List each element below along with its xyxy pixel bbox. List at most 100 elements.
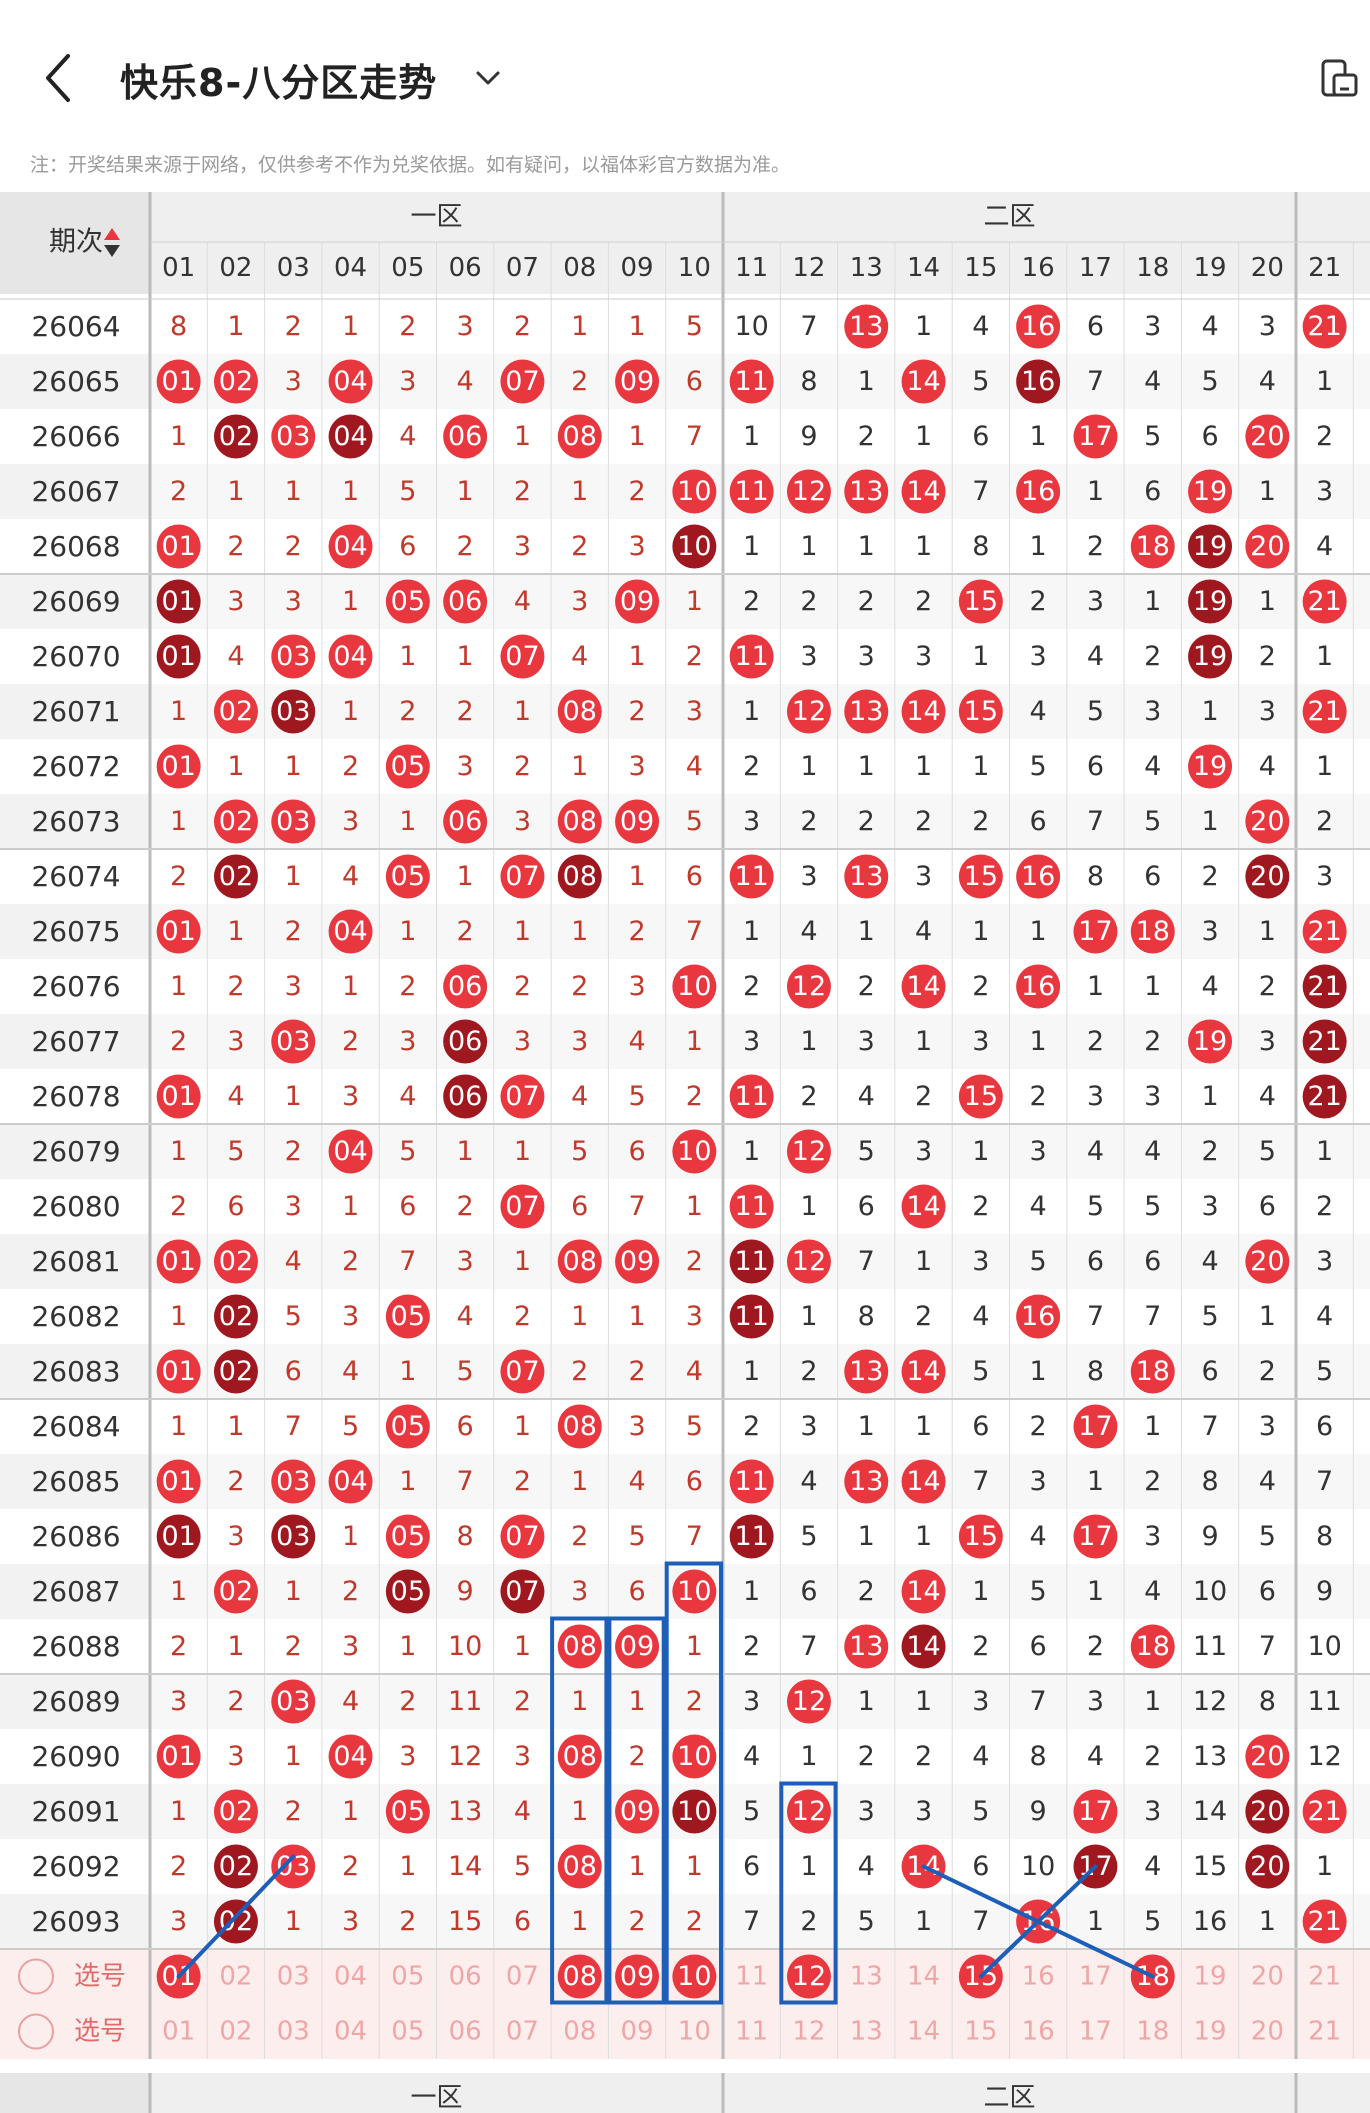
ball[interactable] <box>844 1349 889 1394</box>
ball[interactable] <box>385 1569 430 1614</box>
ball[interactable] <box>557 1404 602 1449</box>
ball[interactable] <box>213 1349 258 1394</box>
ball[interactable] <box>328 359 373 404</box>
ball[interactable] <box>500 1349 545 1394</box>
ball[interactable] <box>615 1789 660 1834</box>
ball[interactable] <box>213 1239 258 1284</box>
ball[interactable] <box>844 469 889 514</box>
ball[interactable] <box>1073 909 1118 954</box>
ball[interactable] <box>672 964 717 1009</box>
ball[interactable] <box>1245 799 1290 844</box>
ball[interactable] <box>958 689 1003 734</box>
device-switch-icon[interactable] <box>1318 58 1360 100</box>
ball[interactable] <box>443 414 488 459</box>
ball[interactable] <box>1130 1349 1175 1394</box>
ball[interactable] <box>385 1404 430 1449</box>
ball[interactable] <box>672 1569 717 1614</box>
ball[interactable] <box>156 1074 201 1119</box>
ball[interactable] <box>443 579 488 624</box>
ball[interactable] <box>1245 854 1290 899</box>
ball[interactable] <box>958 579 1003 624</box>
ball[interactable] <box>328 1459 373 1504</box>
ball[interactable] <box>213 414 258 459</box>
ball[interactable] <box>156 744 201 789</box>
sort-arrows-icon[interactable] <box>104 228 120 257</box>
ball[interactable] <box>328 1129 373 1174</box>
ball[interactable] <box>729 469 774 514</box>
ball[interactable] <box>1016 964 1061 1009</box>
ball[interactable] <box>271 1514 316 1559</box>
select-ball[interactable] <box>786 1954 831 1999</box>
ball[interactable] <box>1073 414 1118 459</box>
ball[interactable] <box>213 689 258 734</box>
ball[interactable] <box>156 1459 201 1504</box>
ball[interactable] <box>328 414 373 459</box>
ball[interactable] <box>901 1184 946 1229</box>
ball[interactable] <box>901 1459 946 1504</box>
ball[interactable] <box>1302 1899 1347 1944</box>
ball[interactable] <box>500 854 545 899</box>
ball[interactable] <box>271 634 316 679</box>
ball[interactable] <box>443 1019 488 1064</box>
ball[interactable] <box>500 1074 545 1119</box>
ball[interactable] <box>328 634 373 679</box>
ball[interactable] <box>786 1129 831 1174</box>
ball[interactable] <box>844 689 889 734</box>
ball[interactable] <box>156 1514 201 1559</box>
ball[interactable] <box>1130 1624 1175 1669</box>
ball[interactable] <box>443 964 488 1009</box>
ball[interactable] <box>271 1459 316 1504</box>
select-row[interactable]: 选号 01 02 03 04 05 06 07 08 09 10 11 12 13 14 15 16 17 18 19… <box>0 2004 1370 2059</box>
ball[interactable] <box>557 1239 602 1284</box>
ball[interactable] <box>1245 1239 1290 1284</box>
ball[interactable] <box>557 1844 602 1889</box>
ball[interactable] <box>500 1184 545 1229</box>
ball[interactable] <box>213 1294 258 1339</box>
ball[interactable] <box>844 854 889 899</box>
ball[interactable] <box>557 1734 602 1779</box>
ball[interactable] <box>557 414 602 459</box>
ball[interactable] <box>901 964 946 1009</box>
ball[interactable] <box>557 799 602 844</box>
ball[interactable] <box>385 854 430 899</box>
ball[interactable] <box>672 469 717 514</box>
ball[interactable] <box>615 1624 660 1669</box>
ball[interactable] <box>156 359 201 404</box>
ball[interactable] <box>729 1459 774 1504</box>
ball[interactable] <box>729 634 774 679</box>
ball[interactable] <box>615 359 660 404</box>
select-ball[interactable] <box>672 1954 717 1999</box>
ball[interactable] <box>729 1184 774 1229</box>
ball[interactable] <box>156 634 201 679</box>
ball[interactable] <box>1188 469 1233 514</box>
ball[interactable] <box>901 1349 946 1394</box>
ball[interactable] <box>672 524 717 569</box>
ball[interactable] <box>958 854 1003 899</box>
ball[interactable] <box>1302 579 1347 624</box>
ball[interactable] <box>1073 1514 1118 1559</box>
ball[interactable] <box>271 689 316 734</box>
ball[interactable] <box>958 1074 1003 1119</box>
ball[interactable] <box>213 854 258 899</box>
ball[interactable] <box>557 1624 602 1669</box>
ball[interactable] <box>1302 909 1347 954</box>
ball[interactable] <box>500 359 545 404</box>
ball[interactable] <box>786 1789 831 1834</box>
ball[interactable] <box>1302 1019 1347 1064</box>
ball[interactable] <box>328 1734 373 1779</box>
ball[interactable] <box>213 1789 258 1834</box>
ball[interactable] <box>385 1514 430 1559</box>
ball[interactable] <box>844 1459 889 1504</box>
ball[interactable] <box>557 854 602 899</box>
select-ball[interactable] <box>615 1954 660 1999</box>
ball[interactable] <box>1245 1734 1290 1779</box>
ball[interactable] <box>729 854 774 899</box>
back-arrow-icon[interactable] <box>40 48 80 108</box>
ball[interactable] <box>156 1734 201 1779</box>
ball[interactable] <box>385 1294 430 1339</box>
ball[interactable] <box>1016 469 1061 514</box>
ball[interactable] <box>1302 1789 1347 1834</box>
radio-icon[interactable] <box>18 1958 54 1995</box>
ball[interactable] <box>615 799 660 844</box>
ball[interactable] <box>844 304 889 349</box>
